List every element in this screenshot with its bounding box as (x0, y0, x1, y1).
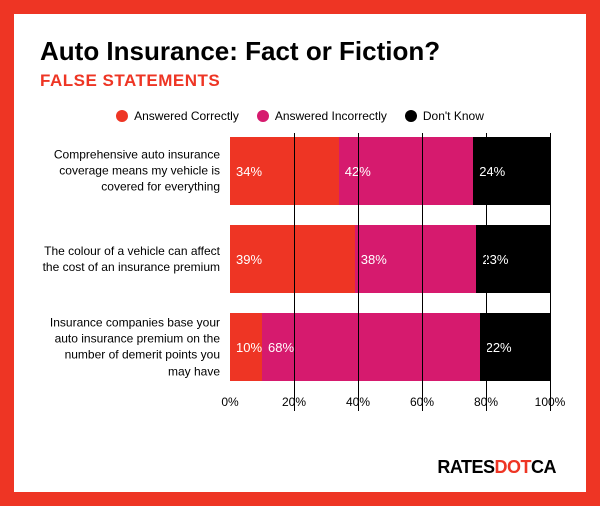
brand-text: DOT (495, 457, 532, 478)
chart-title: Auto Insurance: Fact or Fiction? (40, 36, 560, 67)
row-label: The colour of a vehicle can affect the c… (40, 243, 220, 275)
bar-segment: 68% (262, 313, 480, 381)
chart-row: Comprehensive auto insurance coverage me… (230, 137, 550, 205)
legend-label: Answered Incorrectly (275, 109, 387, 123)
legend-item-dontknow: Don't Know (405, 109, 484, 123)
x-tick-label: 40% (346, 395, 370, 409)
legend: Answered Correctly Answered Incorrectly … (40, 109, 560, 123)
chart-row: Insurance companies base your auto insur… (230, 313, 550, 381)
x-tick-label: 20% (282, 395, 306, 409)
stacked-bar: 10%68%22% (230, 313, 550, 381)
x-tick-label: 60% (410, 395, 434, 409)
chart-row: The colour of a vehicle can affect the c… (230, 225, 550, 293)
row-label: Comprehensive auto insurance coverage me… (40, 147, 220, 196)
frame-border: Auto Insurance: Fact or Fiction? FALSE S… (0, 0, 600, 506)
stacked-bar: 34%42%24% (230, 137, 550, 205)
bar-segment: 39% (230, 225, 355, 293)
gridline (550, 133, 551, 411)
legend-swatch-incorrect (257, 110, 269, 122)
stacked-bar: 39%38%23% (230, 225, 550, 293)
brand-text: CA (531, 457, 556, 478)
legend-item-incorrect: Answered Incorrectly (257, 109, 387, 123)
brand-text: RATES (437, 457, 494, 478)
bar-segment: 22% (480, 313, 550, 381)
bar-segment: 42% (339, 137, 473, 205)
x-tick-label: 100% (535, 395, 566, 409)
card: Auto Insurance: Fact or Fiction? FALSE S… (14, 14, 586, 492)
bar-segment: 24% (473, 137, 550, 205)
legend-label: Answered Correctly (134, 109, 239, 123)
x-tick-label: 0% (221, 395, 238, 409)
legend-label: Don't Know (423, 109, 484, 123)
bar-segment: 23% (476, 225, 550, 293)
x-axis: 0%20%40%60%80%100% (230, 389, 550, 413)
brand-logo: RATES DOT CA (437, 457, 556, 478)
x-tick-label: 80% (474, 395, 498, 409)
row-label: Insurance companies base your auto insur… (40, 315, 220, 380)
legend-swatch-dontknow (405, 110, 417, 122)
plot: Comprehensive auto insurance coverage me… (230, 137, 550, 381)
legend-item-correct: Answered Correctly (116, 109, 239, 123)
chart-subtitle: FALSE STATEMENTS (40, 71, 560, 91)
chart-area: Comprehensive auto insurance coverage me… (40, 137, 560, 413)
bar-segment: 38% (355, 225, 477, 293)
legend-swatch-correct (116, 110, 128, 122)
bar-segment: 10% (230, 313, 262, 381)
bar-segment: 34% (230, 137, 339, 205)
